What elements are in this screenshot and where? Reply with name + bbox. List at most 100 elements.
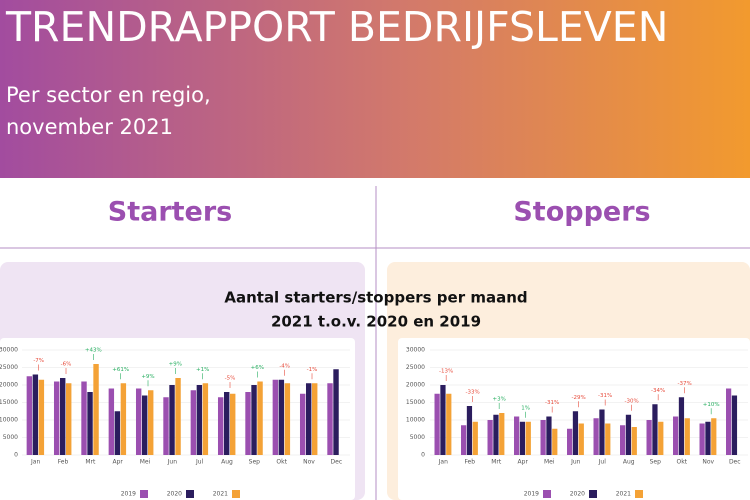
section-title: Aantal starters/stoppers per maand xyxy=(224,289,527,307)
annotation: -1% xyxy=(307,367,318,373)
y-tick-label: 20000 xyxy=(0,382,18,389)
bar xyxy=(552,428,558,455)
annotation: -31% xyxy=(598,393,612,399)
annotation: -7% xyxy=(33,358,44,364)
annotation: -31% xyxy=(545,400,559,406)
y-tick-label: 10000 xyxy=(406,417,425,424)
bar xyxy=(519,421,526,455)
legend-label: 2020 xyxy=(167,491,182,498)
bar xyxy=(196,385,203,455)
bar xyxy=(731,395,738,455)
annotation: +61% xyxy=(112,367,129,373)
bar xyxy=(284,383,291,455)
legend-label: 2021 xyxy=(213,491,228,498)
x-tick-label: Nov xyxy=(702,459,714,466)
bar xyxy=(658,421,664,455)
bar xyxy=(230,393,236,455)
bar xyxy=(53,381,60,455)
bar xyxy=(705,421,711,455)
bar xyxy=(38,379,45,455)
bar xyxy=(32,374,39,455)
bar xyxy=(272,379,279,455)
y-tick-label: 0 xyxy=(421,452,425,459)
legend-label: 2020 xyxy=(570,491,585,498)
bar xyxy=(163,397,169,455)
bar xyxy=(114,411,121,455)
x-tick-label: Jan xyxy=(438,459,448,466)
annotation: -5% xyxy=(225,376,236,382)
bar xyxy=(257,381,263,455)
annotation: -33% xyxy=(466,390,480,396)
bar xyxy=(466,406,473,455)
bar xyxy=(472,421,478,455)
bar xyxy=(305,383,312,455)
bar xyxy=(646,420,652,455)
bar xyxy=(202,383,209,455)
bar xyxy=(599,409,605,455)
annotation: -37% xyxy=(678,381,692,387)
annotation: -4% xyxy=(279,363,290,369)
annotation: 1% xyxy=(521,405,530,411)
bar xyxy=(108,388,115,455)
x-tick-label: Dec xyxy=(729,459,741,466)
x-tick-label: Jul xyxy=(195,459,204,466)
bar xyxy=(593,418,599,455)
annotation: +10% xyxy=(703,402,720,408)
bar xyxy=(251,385,257,455)
x-tick-label: Mei xyxy=(544,459,555,466)
legend-swatch xyxy=(543,490,551,498)
annotation: -30% xyxy=(625,398,639,404)
bar xyxy=(299,393,306,455)
chart-title: Starters xyxy=(108,197,233,228)
y-tick-label: 5000 xyxy=(410,434,425,441)
legend-swatch xyxy=(635,490,643,498)
bar xyxy=(487,420,493,455)
annotation: +43% xyxy=(85,348,102,354)
annotation: +9% xyxy=(141,374,154,380)
bar xyxy=(678,397,685,455)
x-tick-label: Mei xyxy=(140,459,151,466)
bar xyxy=(605,423,611,455)
header-subtitle: Per sector en regio, xyxy=(6,83,211,107)
bar xyxy=(223,392,230,455)
bar xyxy=(525,421,531,455)
x-tick-label: Sep xyxy=(249,459,261,466)
bar xyxy=(461,425,467,455)
header-subtitle: november 2021 xyxy=(6,115,173,139)
annotation: +1% xyxy=(196,367,209,373)
x-tick-label: Jul xyxy=(598,459,607,466)
bar xyxy=(87,392,93,455)
bar xyxy=(217,397,224,455)
x-tick-label: Feb xyxy=(464,459,475,466)
x-tick-label: Jun xyxy=(570,459,581,466)
bar xyxy=(120,383,127,455)
x-tick-label: Apr xyxy=(112,459,123,466)
legend-label: 2021 xyxy=(616,491,631,498)
bar xyxy=(446,393,452,455)
x-tick-label: Mrt xyxy=(491,459,502,466)
bar xyxy=(499,413,505,455)
bar xyxy=(135,388,142,455)
y-tick-label: 15000 xyxy=(0,399,18,406)
bar xyxy=(684,418,690,455)
legend-swatch xyxy=(589,490,597,498)
bar xyxy=(81,381,87,455)
x-tick-label: Apr xyxy=(518,459,529,466)
bar xyxy=(59,378,66,455)
y-tick-label: 0 xyxy=(14,452,18,459)
bar xyxy=(699,423,705,455)
bar xyxy=(312,383,318,455)
bar xyxy=(190,390,197,455)
legend-swatch xyxy=(186,490,194,498)
bar xyxy=(572,411,579,455)
bar xyxy=(141,395,148,455)
y-tick-label: 25000 xyxy=(0,364,18,371)
bar xyxy=(245,392,251,455)
x-tick-label: Mrt xyxy=(85,459,96,466)
x-tick-label: Okt xyxy=(676,459,687,466)
header-title: TRENDRAPPORT BEDRIJFSLEVEN xyxy=(5,3,668,51)
bar xyxy=(546,416,552,455)
x-tick-label: Sep xyxy=(650,459,662,466)
bar xyxy=(540,420,546,455)
bar xyxy=(711,418,717,455)
